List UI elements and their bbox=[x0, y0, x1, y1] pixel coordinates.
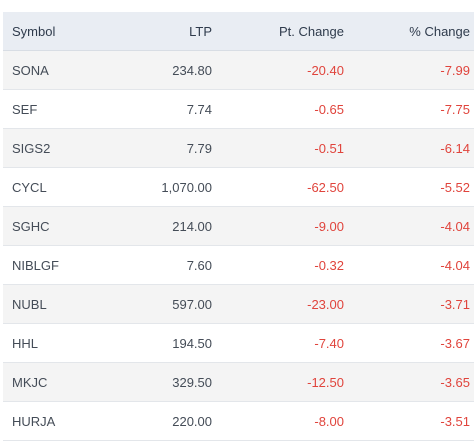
pt-change-cell: -7.40 bbox=[212, 323, 344, 363]
table-header: Symbol LTP Pt. Change % Change bbox=[3, 12, 474, 51]
ltp-cell: 234.80 bbox=[132, 50, 212, 90]
pt-change-cell: -62.50 bbox=[212, 167, 344, 207]
ltp-cell: 220.00 bbox=[132, 401, 212, 441]
pct-change-cell: -7.99 bbox=[344, 50, 474, 90]
pct-change-cell: -3.51 bbox=[344, 401, 474, 441]
pct-change-cell: -5.52 bbox=[344, 167, 474, 207]
symbol-cell[interactable]: NUBL bbox=[3, 284, 132, 324]
table-row[interactable]: SONA 234.80 -20.40 -7.99 bbox=[3, 50, 474, 90]
table-row[interactable]: CYCL 1,070.00 -62.50 -5.52 bbox=[3, 167, 474, 207]
ltp-cell: 597.00 bbox=[132, 284, 212, 324]
symbol-cell[interactable]: MKJC bbox=[3, 362, 132, 402]
pct-change-cell: -4.04 bbox=[344, 245, 474, 285]
ltp-cell: 194.50 bbox=[132, 323, 212, 363]
pct-change-cell: -3.65 bbox=[344, 362, 474, 402]
stock-table: Symbol LTP Pt. Change % Change SONA 234.… bbox=[3, 12, 474, 441]
column-header-ltp[interactable]: LTP bbox=[132, 12, 212, 51]
pct-change-cell: -6.14 bbox=[344, 128, 474, 168]
table-row[interactable]: SGHC 214.00 -9.00 -4.04 bbox=[3, 206, 474, 246]
table-row[interactable]: NUBL 597.00 -23.00 -3.71 bbox=[3, 284, 474, 324]
table-row[interactable]: HURJA 220.00 -8.00 -3.51 bbox=[3, 401, 474, 441]
table-row[interactable]: HHL 194.50 -7.40 -3.67 bbox=[3, 323, 474, 363]
pt-change-cell: -8.00 bbox=[212, 401, 344, 441]
symbol-cell[interactable]: SIGS2 bbox=[3, 128, 132, 168]
pct-change-cell: -4.04 bbox=[344, 206, 474, 246]
symbol-cell[interactable]: CYCL bbox=[3, 167, 132, 207]
pct-change-cell: -7.75 bbox=[344, 89, 474, 129]
ltp-cell: 7.60 bbox=[132, 245, 212, 285]
column-header-pct-change[interactable]: % Change bbox=[344, 12, 474, 51]
table-row[interactable]: MKJC 329.50 -12.50 -3.65 bbox=[3, 362, 474, 402]
header-row: Symbol LTP Pt. Change % Change bbox=[3, 12, 474, 51]
symbol-cell[interactable]: SEF bbox=[3, 89, 132, 129]
pct-change-cell: -3.71 bbox=[344, 284, 474, 324]
pct-change-cell: -3.67 bbox=[344, 323, 474, 363]
pt-change-cell: -20.40 bbox=[212, 50, 344, 90]
pt-change-cell: -23.00 bbox=[212, 284, 344, 324]
ltp-cell: 7.79 bbox=[132, 128, 212, 168]
pt-change-cell: -0.65 bbox=[212, 89, 344, 129]
column-header-symbol[interactable]: Symbol bbox=[3, 12, 132, 51]
pt-change-cell: -9.00 bbox=[212, 206, 344, 246]
table-body: SONA 234.80 -20.40 -7.99 SEF 7.74 -0.65 … bbox=[3, 50, 474, 441]
symbol-cell[interactable]: NIBLGF bbox=[3, 245, 132, 285]
ltp-cell: 214.00 bbox=[132, 206, 212, 246]
pt-change-cell: -12.50 bbox=[212, 362, 344, 402]
symbol-cell[interactable]: HURJA bbox=[3, 401, 132, 441]
symbol-cell[interactable]: SGHC bbox=[3, 206, 132, 246]
column-header-pt-change[interactable]: Pt. Change bbox=[212, 12, 344, 51]
symbol-cell[interactable]: HHL bbox=[3, 323, 132, 363]
losers-table-container: Symbol LTP Pt. Change % Change SONA 234.… bbox=[3, 12, 474, 441]
symbol-cell[interactable]: SONA bbox=[3, 50, 132, 90]
pt-change-cell: -0.51 bbox=[212, 128, 344, 168]
ltp-cell: 329.50 bbox=[132, 362, 212, 402]
table-row[interactable]: SEF 7.74 -0.65 -7.75 bbox=[3, 89, 474, 129]
ltp-cell: 7.74 bbox=[132, 89, 212, 129]
ltp-cell: 1,070.00 bbox=[132, 167, 212, 207]
pt-change-cell: -0.32 bbox=[212, 245, 344, 285]
table-row[interactable]: SIGS2 7.79 -0.51 -6.14 bbox=[3, 128, 474, 168]
table-row[interactable]: NIBLGF 7.60 -0.32 -4.04 bbox=[3, 245, 474, 285]
